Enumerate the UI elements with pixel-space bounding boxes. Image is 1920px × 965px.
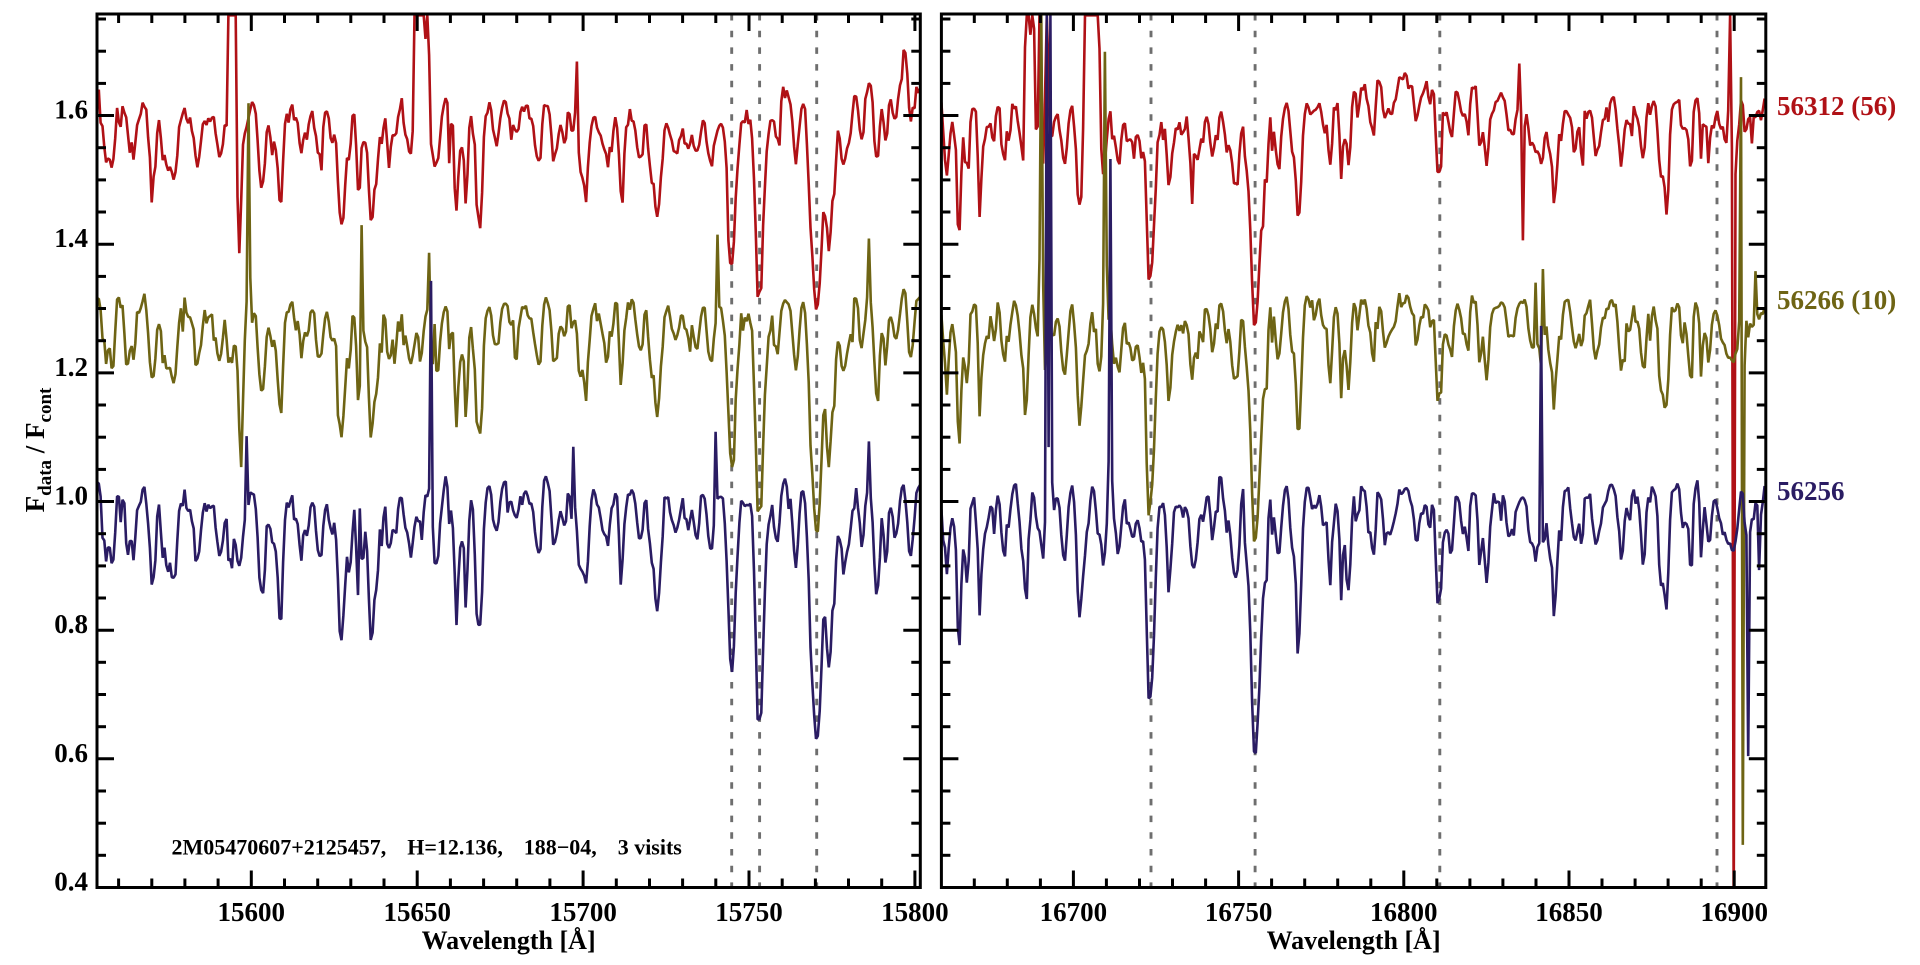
svg-text:16700: 16700: [1040, 897, 1108, 927]
svg-text:56266 (10): 56266 (10): [1777, 285, 1896, 315]
svg-text:15800: 15800: [881, 897, 949, 927]
svg-text:16800: 16800: [1370, 897, 1438, 927]
svg-text:1.4: 1.4: [54, 223, 88, 253]
svg-text:1.2: 1.2: [54, 352, 88, 382]
svg-text:15600: 15600: [218, 897, 286, 927]
svg-text:15750: 15750: [715, 897, 783, 927]
svg-text:2M05470607+2125457, H=12.13: 2M05470607+2125457, H=12.136, 188−04, 3 …: [172, 835, 683, 860]
svg-text:0.8: 0.8: [54, 609, 88, 639]
svg-text:16900: 16900: [1700, 897, 1768, 927]
svg-text:15700: 15700: [549, 897, 617, 927]
svg-text:1.0: 1.0: [54, 481, 88, 511]
svg-text:16750: 16750: [1205, 897, 1273, 927]
svg-text:56312 (56): 56312 (56): [1777, 91, 1896, 121]
svg-text:0.6: 0.6: [54, 738, 88, 768]
svg-text:16850: 16850: [1535, 897, 1603, 927]
svg-text:15650: 15650: [383, 897, 451, 927]
svg-text:Wavelength [Å]: Wavelength [Å]: [422, 926, 596, 955]
svg-text:1.6: 1.6: [54, 95, 88, 125]
svg-text:56256: 56256: [1777, 476, 1845, 506]
svg-text:Wavelength [Å]: Wavelength [Å]: [1267, 926, 1441, 955]
svg-text:0.4: 0.4: [54, 867, 88, 897]
